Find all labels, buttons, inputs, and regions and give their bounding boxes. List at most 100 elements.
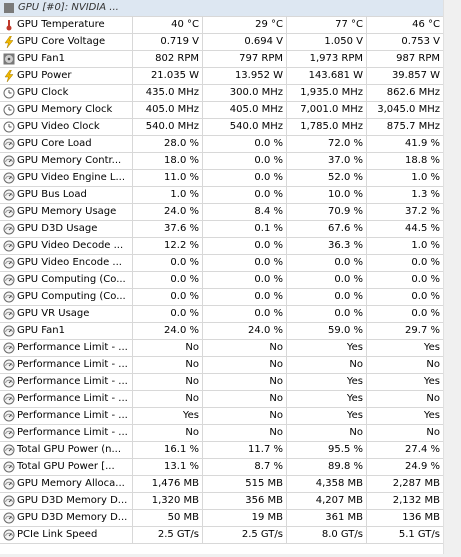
sensor-row[interactable]: GPU Temperature 40 °C 29 °C 77 °C 46 °C (0, 17, 461, 34)
sensor-grid: GPU [#0]: NVIDIA ... GPU Temperature 40 °… (0, 0, 461, 544)
average-value: 37.2 % (367, 204, 444, 220)
sensor-name-cell: Total GPU Power (n... (0, 442, 133, 458)
current-value: No (133, 391, 203, 407)
current-value: No (133, 340, 203, 356)
sensor-row[interactable]: GPU VR Usage 0.0 % 0.0 % 0.0 % 0.0 % (0, 306, 461, 323)
sensor-row[interactable]: GPU Video Decode ... 12.2 % 0.0 % 36.3 % 1.0… (0, 238, 461, 255)
maximum-value: 143.681 W (287, 68, 367, 84)
average-value: 5.1 GT/s (367, 527, 444, 543)
sensor-row[interactable]: GPU Fan1 802 RPM 797 RPM 1,973 RPM 987 RPM (0, 51, 461, 68)
maximum-value: 89.8 % (287, 459, 367, 475)
sensor-name-cell: Performance Limit - ... (0, 408, 133, 424)
sensor-name-cell: GPU Temperature (0, 17, 133, 33)
maximum-value: 4,358 MB (287, 476, 367, 492)
minimum-value: 0.0 % (203, 187, 287, 203)
sensor-row[interactable]: GPU Fan1 24.0 % 24.0 % 59.0 % 29.7 % (0, 323, 461, 340)
sensor-row[interactable]: Total GPU Power (n... 16.1 % 11.7 % 95.5 % 2… (0, 442, 461, 459)
sensor-label: GPU Fan1 (17, 53, 65, 64)
current-value: 435.0 MHz (133, 85, 203, 101)
sensor-row[interactable]: GPU Video Engine L... 11.0 % 0.0 % 52.0 % 1.… (0, 170, 461, 187)
sensor-row[interactable]: GPU Memory Usage 24.0 % 8.4 % 70.9 % 37.2 % (0, 204, 461, 221)
device-group-header[interactable]: GPU [#0]: NVIDIA ... (0, 0, 461, 17)
current-value: 0.719 V (133, 34, 203, 50)
average-value: 29.7 % (367, 323, 444, 339)
maximum-value: 1.050 V (287, 34, 367, 50)
sensor-row[interactable]: GPU Memory Contr... 18.0 % 0.0 % 37.0 % 18.8… (0, 153, 461, 170)
sensor-row[interactable]: Total GPU Power [... 13.1 % 8.7 % 89.8 % 24.… (0, 459, 461, 476)
average-value: Yes (367, 408, 444, 424)
sensor-row[interactable]: Performance Limit - ... No No No No (0, 425, 461, 442)
average-value: 0.0 % (367, 289, 444, 305)
sensor-row[interactable]: GPU Computing (Co... 0.0 % 0.0 % 0.0 % 0.0 % (0, 289, 461, 306)
current-value: 802 RPM (133, 51, 203, 67)
maximum-value: 10.0 % (287, 187, 367, 203)
maximum-value: 77 °C (287, 17, 367, 33)
average-value: 0.0 % (367, 272, 444, 288)
minimum-value: No (203, 374, 287, 390)
sensor-label: GPU Video Clock (17, 121, 100, 132)
maximum-value: 36.3 % (287, 238, 367, 254)
sensor-label: GPU D3D Memory D... (17, 512, 128, 523)
minimum-value: 0.1 % (203, 221, 287, 237)
average-value: 2,132 MB (367, 493, 444, 509)
sensor-name-cell: PCIe Link Speed (0, 527, 133, 543)
maximum-value: 0.0 % (287, 289, 367, 305)
sensor-row[interactable]: GPU Core Load 28.0 % 0.0 % 72.0 % 41.9 % (0, 136, 461, 153)
sensor-label: Performance Limit - ... (17, 393, 128, 404)
sensor-name-cell: GPU Computing (Co... (0, 272, 133, 288)
current-value: 0.0 % (133, 306, 203, 322)
minimum-value: No (203, 425, 287, 441)
sensor-name-cell: Performance Limit - ... (0, 357, 133, 373)
minimum-value: No (203, 408, 287, 424)
sensor-label: GPU VR Usage (17, 308, 90, 319)
sensor-name-cell: GPU Video Clock (0, 119, 133, 135)
sensor-row[interactable]: Performance Limit - ... No No Yes Yes (0, 340, 461, 357)
sensor-name-cell: GPU D3D Memory D... (0, 493, 133, 509)
maximum-value: Yes (287, 340, 367, 356)
sensor-label: GPU Memory Contr... (17, 155, 122, 166)
vertical-scrollbar[interactable] (443, 0, 461, 557)
sensor-row[interactable]: GPU Memory Alloca... 1,476 MB 515 MB 4,358 … (0, 476, 461, 493)
minimum-value: 29 °C (203, 17, 287, 33)
sensor-row[interactable]: GPU Bus Load 1.0 % 0.0 % 10.0 % 1.3 % (0, 187, 461, 204)
current-value: 0.0 % (133, 289, 203, 305)
sensor-name-cell: Performance Limit - ... (0, 391, 133, 407)
sensor-row[interactable]: GPU D3D Usage 37.6 % 0.1 % 67.6 % 44.5 % (0, 221, 461, 238)
sensor-row[interactable]: Performance Limit - ... No No Yes No (0, 391, 461, 408)
sensor-row[interactable]: GPU Core Voltage 0.719 V 0.694 V 1.050 V 0.7… (0, 34, 461, 51)
sensor-row[interactable]: Performance Limit - ... No No Yes Yes (0, 374, 461, 391)
sensor-row[interactable]: GPU Computing (Co... 0.0 % 0.0 % 0.0 % 0.0 % (0, 272, 461, 289)
sensor-row[interactable]: PCIe Link Speed 2.5 GT/s 2.5 GT/s 8.0 GT/s 5… (0, 527, 461, 544)
sensor-name-cell: GPU Video Decode ... (0, 238, 133, 254)
sensor-row[interactable]: GPU D3D Memory D... 1,320 MB 356 MB 4,207 M… (0, 493, 461, 510)
maximum-value: 72.0 % (287, 136, 367, 152)
sensor-name-cell: GPU Computing (Co... (0, 289, 133, 305)
horizontal-scrollbar[interactable] (0, 554, 444, 557)
minimum-value: 8.4 % (203, 204, 287, 220)
maximum-value: 95.5 % (287, 442, 367, 458)
sensor-name-cell: Performance Limit - ... (0, 425, 133, 441)
sensor-name-cell: GPU Power (0, 68, 133, 84)
current-value: 50 MB (133, 510, 203, 526)
sensor-name-cell: GPU Video Engine L... (0, 170, 133, 186)
current-value: 1.0 % (133, 187, 203, 203)
average-value: 3,045.0 MHz (367, 102, 444, 118)
minimum-value: 0.0 % (203, 306, 287, 322)
sensor-name-cell: GPU D3D Memory D... (0, 510, 133, 526)
sensor-row[interactable]: GPU Video Encode ... 0.0 % 0.0 % 0.0 % 0.0 % (0, 255, 461, 272)
minimum-value: 0.694 V (203, 34, 287, 50)
sensor-row[interactable]: Performance Limit - ... Yes No Yes Yes (0, 408, 461, 425)
current-value: 28.0 % (133, 136, 203, 152)
sensor-row[interactable]: GPU D3D Memory D... 50 MB 19 MB 361 MB 136 M… (0, 510, 461, 527)
sensor-row[interactable]: GPU Clock 435.0 MHz 300.0 MHz 1,935.0 MHz 86… (0, 85, 461, 102)
sensor-row[interactable]: Performance Limit - ... No No No No (0, 357, 461, 374)
sensor-label: GPU Computing (Co... (17, 274, 126, 285)
sensor-row[interactable]: GPU Video Clock 540.0 MHz 540.0 MHz 1,785.0… (0, 119, 461, 136)
sensor-label: GPU Core Load (17, 138, 92, 149)
sensor-name-cell: GPU Core Load (0, 136, 133, 152)
sensor-name-cell: Total GPU Power [... (0, 459, 133, 475)
sensor-row[interactable]: GPU Memory Clock 405.0 MHz 405.0 MHz 7,001.… (0, 102, 461, 119)
current-value: 24.0 % (133, 323, 203, 339)
sensor-row[interactable]: GPU Power 21.035 W 13.952 W 143.681 W 39.857… (0, 68, 461, 85)
current-value: 13.1 % (133, 459, 203, 475)
